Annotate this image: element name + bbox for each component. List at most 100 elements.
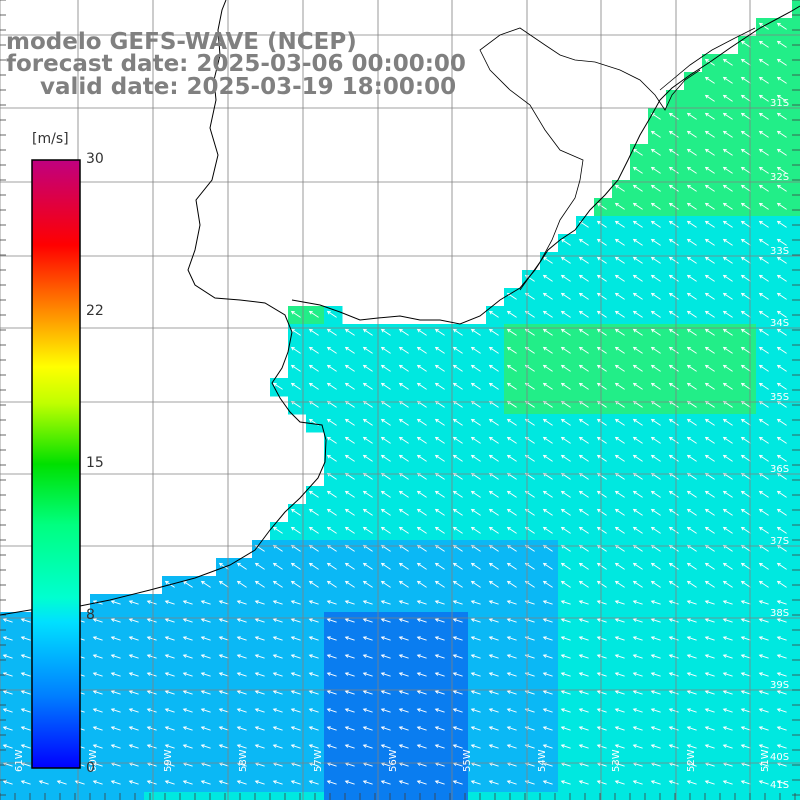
wind-arrow: [507, 509, 517, 516]
wind-arrow-head: [488, 562, 493, 567]
wind-arrow-head: [722, 600, 727, 604]
wind-arrow-head: [344, 490, 349, 495]
wind-arrow-head: [56, 780, 61, 784]
wind-arrow-head: [452, 618, 457, 622]
wind-arrow: [471, 762, 481, 767]
wind-arrow: [723, 293, 733, 300]
wind-arrow: [759, 491, 769, 498]
wind-arrow: [741, 509, 751, 516]
wind-arrow-head: [128, 600, 133, 604]
wind-arrow-head: [650, 292, 655, 297]
wind-arrow-head: [632, 436, 637, 441]
wind-arrow-head: [668, 256, 673, 261]
wind-arrow: [741, 527, 751, 534]
wind-arrow: [507, 365, 517, 372]
wind-arrow-head: [704, 508, 709, 513]
wind-arrow: [309, 654, 319, 659]
wind-arrow: [687, 563, 697, 570]
wind-arrow-head: [326, 708, 331, 712]
wind-arrow-head: [434, 562, 439, 567]
wind-arrow-head: [560, 708, 565, 712]
wind-arrow: [381, 581, 391, 588]
wind-arrow-head: [722, 562, 727, 567]
wind-arrow-head: [452, 472, 457, 477]
wind-arrow-head: [722, 166, 727, 171]
wind-arrow: [579, 527, 589, 534]
wind-arrow-head: [614, 490, 619, 495]
wind-arrow: [345, 690, 355, 695]
wind-arrow-head: [200, 744, 205, 748]
wind-arrow: [633, 383, 643, 390]
wind-arrow-head: [416, 364, 421, 369]
wind-arrow: [489, 708, 499, 713]
wind-arrow-head: [668, 400, 673, 405]
wind-arrow: [723, 762, 733, 767]
wind-arrow: [579, 275, 589, 282]
wind-arrow-head: [560, 526, 565, 531]
wind-arrow: [147, 636, 157, 641]
wind-arrow-head: [650, 600, 655, 604]
wind-arrow-head: [542, 364, 547, 369]
wind-arrow: [507, 618, 517, 623]
wind-arrow-head: [596, 274, 601, 279]
wind-arrow-head: [596, 310, 601, 315]
wind-arrow-head: [614, 526, 619, 531]
wind-arrow-head: [596, 490, 601, 495]
wind-arrow: [183, 618, 193, 623]
wind-arrow-head: [434, 672, 439, 676]
wind-arrow: [417, 726, 427, 731]
wind-arrow: [219, 690, 229, 695]
wind-arrow: [759, 77, 769, 84]
ocean-cell: [198, 792, 217, 800]
wind-arrow: [489, 329, 499, 336]
wind-arrow-head: [272, 672, 277, 676]
wind-arrow: [399, 563, 409, 570]
wind-arrow: [597, 690, 607, 695]
wind-arrow: [489, 672, 499, 677]
wind-arrow-head: [488, 472, 493, 477]
wind-arrow: [291, 329, 301, 336]
wind-arrow-head: [272, 618, 277, 622]
wind-arrow-head: [632, 184, 637, 189]
wind-arrow-head: [452, 726, 457, 730]
wind-arrow: [651, 257, 661, 264]
wind-arrow: [543, 600, 553, 605]
wind-arrow-head: [290, 346, 295, 351]
wind-arrow: [201, 780, 211, 785]
wind-arrow: [615, 221, 625, 228]
wind-arrow: [363, 618, 373, 623]
wind-arrow: [633, 311, 643, 318]
wind-arrow: [111, 600, 121, 605]
wind-arrow: [291, 600, 301, 605]
wind-arrow: [543, 257, 553, 264]
wind-arrow: [687, 437, 697, 444]
wind-arrow-head: [326, 636, 331, 640]
wind-arrow-head: [524, 562, 529, 567]
wind-arrow: [597, 437, 607, 444]
wind-arrow-head: [488, 454, 493, 459]
wind-arrow: [777, 437, 787, 444]
wind-arrow: [417, 509, 427, 516]
wind-arrow: [309, 618, 319, 623]
wind-arrow: [363, 563, 373, 570]
wind-arrow: [237, 636, 247, 641]
wind-arrow-head: [254, 654, 259, 658]
wind-arrow-head: [740, 654, 745, 658]
wind-arrow: [615, 744, 625, 749]
wind-arrow-head: [632, 636, 637, 640]
wind-arrow: [543, 744, 553, 749]
wind-arrow-head: [668, 654, 673, 658]
wind-arrow-head: [722, 238, 727, 243]
wind-arrow: [597, 491, 607, 498]
wind-arrow: [453, 726, 463, 731]
wind-arrow-head: [776, 436, 781, 441]
wind-arrow-head: [524, 544, 529, 549]
wind-arrow: [327, 311, 337, 318]
wind-arrow: [669, 383, 679, 390]
wind-arrow: [759, 293, 769, 300]
wind-arrow: [327, 654, 337, 659]
wind-arrow: [219, 762, 229, 767]
ocean-cell: [792, 180, 800, 199]
wind-arrow-head: [434, 726, 439, 730]
wind-arrow-head: [650, 220, 655, 225]
